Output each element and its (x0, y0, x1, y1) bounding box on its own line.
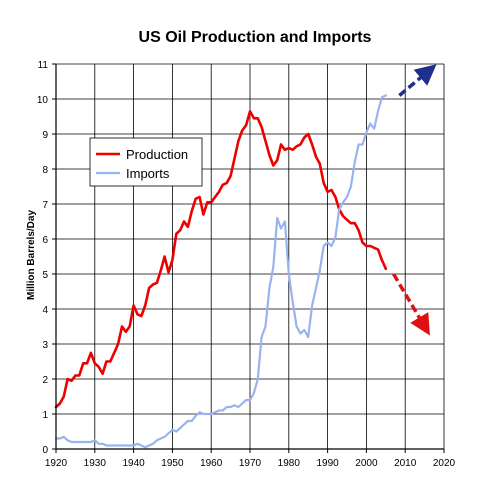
trend-arrow-up-right (398, 64, 437, 97)
chart-title: US Oil Production and Imports (139, 29, 372, 46)
y-tick-label: 7 (42, 200, 48, 211)
grid (56, 63, 445, 449)
legend-label-imports: Imports (126, 166, 170, 181)
y-tick-label: 9 (42, 130, 48, 141)
tick-labels: 0 1 2 3 4 5 6 7 8 9 10 11 1920 1930 1940 1950 1960 1970 19… (37, 60, 456, 469)
y-tick-label: 10 (37, 95, 49, 106)
x-tick-label: 1920 (45, 458, 68, 469)
trend-arrow-down-right (392, 273, 430, 336)
y-tick-label: 3 (42, 340, 48, 351)
y-tick-label: 6 (42, 235, 48, 246)
y-tick-label: 4 (42, 305, 48, 316)
axes (52, 63, 445, 453)
y-tick-label: 5 (42, 270, 48, 281)
legend-box (89, 137, 203, 187)
imports-line (54, 94, 387, 449)
series-layer (54, 94, 388, 449)
x-tick-label: 1970 (239, 458, 262, 469)
legend: Production Imports (89, 137, 203, 187)
x-tick-label: 1960 (200, 458, 223, 469)
x-tick-label: 2000 (355, 458, 378, 469)
x-tick-label: 1980 (278, 458, 301, 469)
annotations (392, 64, 437, 336)
y-tick-label: 1 (42, 410, 48, 421)
y-axis-label: Million Barrels/Day (26, 210, 37, 300)
y-tick-label: 8 (42, 165, 48, 176)
y-tick-label: 0 (42, 445, 48, 456)
x-tick-label: 2010 (394, 458, 417, 469)
x-tick-label: 1950 (161, 458, 184, 469)
x-tick-label: 1930 (84, 458, 107, 469)
production-line (54, 110, 388, 409)
legend-label-production: Production (126, 147, 188, 162)
y-tick-label: 11 (38, 60, 49, 71)
x-tick-label: 1940 (122, 458, 145, 469)
x-tick-label: 1990 (316, 458, 339, 469)
x-tick-label: 2020 (433, 458, 456, 469)
y-tick-label: 2 (42, 375, 48, 386)
